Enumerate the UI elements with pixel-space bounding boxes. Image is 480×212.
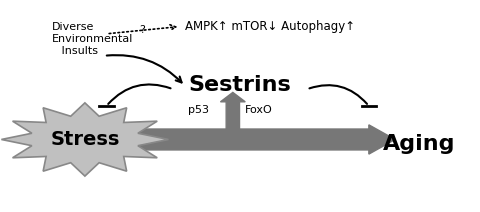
Polygon shape — [1, 103, 168, 176]
Text: AMPK↑ mTOR↓ Autophagy↑: AMPK↑ mTOR↓ Autophagy↑ — [185, 20, 355, 33]
FancyArrow shape — [135, 125, 395, 154]
Text: Sestrins: Sestrins — [189, 75, 291, 95]
Text: Aging: Aging — [383, 134, 455, 154]
Text: Diverse
Environmental
   Insults: Diverse Environmental Insults — [51, 22, 133, 56]
FancyArrow shape — [220, 92, 245, 129]
Text: Stress: Stress — [50, 130, 120, 149]
Text: ?: ? — [139, 25, 145, 35]
Text: p53: p53 — [188, 105, 209, 115]
Text: FoxO: FoxO — [245, 105, 273, 115]
